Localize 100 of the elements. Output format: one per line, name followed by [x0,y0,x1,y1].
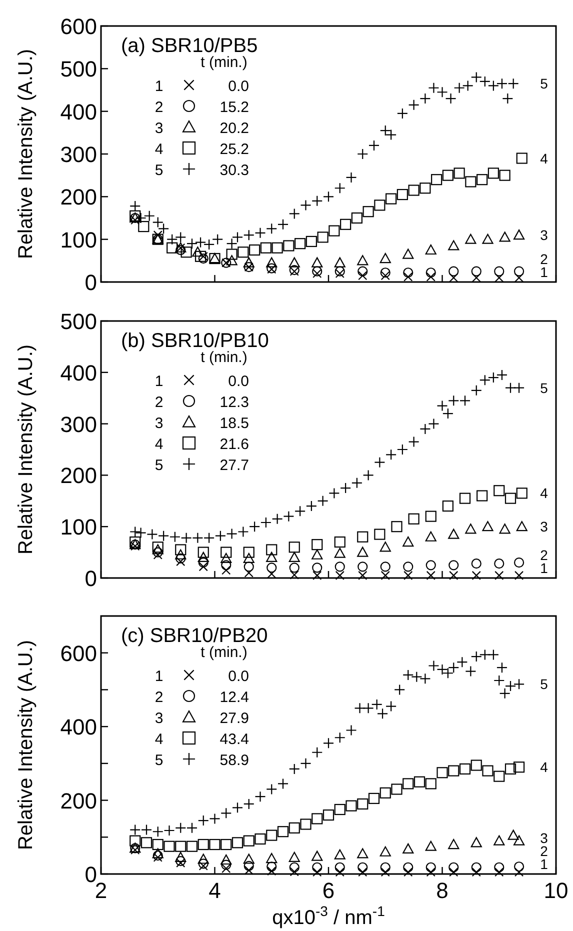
annotation: 5 [540,380,548,396]
point [374,200,386,211]
text: 4 [154,436,164,453]
point [198,546,209,558]
point [514,266,524,276]
point [386,193,397,204]
text: 1 [154,373,164,390]
y-tick-label: 400 [60,360,97,386]
point [175,852,186,862]
point [312,562,322,573]
point [290,570,299,580]
point [408,513,420,524]
point [267,866,276,876]
point [221,860,232,870]
text: 1 [154,668,164,685]
point [176,553,186,564]
point [442,170,454,181]
point [260,242,272,254]
point [426,862,436,872]
text: 5 [154,162,164,179]
legend-label: 58.9 [220,752,249,769]
point [317,232,328,243]
legend-title: t (min.) [200,349,248,366]
point [243,854,254,864]
point [176,557,186,566]
point [266,562,277,573]
point [471,862,482,872]
point [459,492,471,504]
point [152,848,164,858]
point [494,485,505,496]
point [396,188,408,200]
point [448,765,460,776]
point [153,230,162,240]
point [244,562,254,572]
point [192,246,204,257]
point [471,266,482,276]
point [516,152,528,164]
point [232,837,244,848]
point [454,168,465,179]
point [312,570,322,580]
legend-label: 12.3 [220,394,249,411]
point [180,246,192,258]
point [312,862,322,872]
annotation: 5 [540,676,548,692]
point [357,531,368,542]
point [514,558,524,568]
point [198,838,209,850]
point [358,868,368,877]
point [368,792,380,804]
point [404,272,413,282]
point [220,854,232,865]
point [254,833,266,845]
point [431,174,442,186]
point [153,550,162,560]
point [198,253,208,264]
text: 2 [154,689,164,706]
point [380,570,390,580]
point [425,531,436,542]
chart-title: (b) SBR10/PB10 [121,330,269,352]
point [459,763,471,775]
x-tick-label: 2 [94,878,108,903]
point [465,234,476,244]
point [334,849,346,860]
point [152,838,164,850]
point [426,272,436,282]
point [391,521,402,532]
point [198,562,208,572]
annotation: 5 [540,76,548,92]
point [138,220,150,232]
annotation: 3 [540,518,548,535]
y-tick-label: 500 [60,56,97,82]
point [508,830,519,840]
x-axis-title: qx10$^{-3}$ / nm$^{-1}$ [272,903,386,929]
point [504,492,516,504]
point [312,850,323,861]
text: 5 [154,457,164,474]
point [380,787,391,798]
point [448,240,460,250]
point [198,854,209,864]
y-axis-title: Relative Intensity (A.U.) [15,344,37,555]
point [198,552,209,562]
point [494,835,505,846]
point [267,569,276,578]
text: 5 [154,752,164,769]
legend-label: 21.6 [220,436,249,453]
point [436,767,448,778]
point [448,862,459,872]
y-tick-label: 100 [60,514,97,540]
point [425,244,436,255]
point [288,542,300,553]
point [152,542,164,553]
annotation: 4 [540,150,548,166]
point [266,544,278,556]
y-tick-label: 400 [60,714,97,740]
y-tick-label: 600 [60,640,97,666]
point [340,218,352,230]
point [198,858,208,869]
text: (c) SBR10/PB20 [121,625,268,647]
point [514,868,524,877]
point [312,813,323,824]
